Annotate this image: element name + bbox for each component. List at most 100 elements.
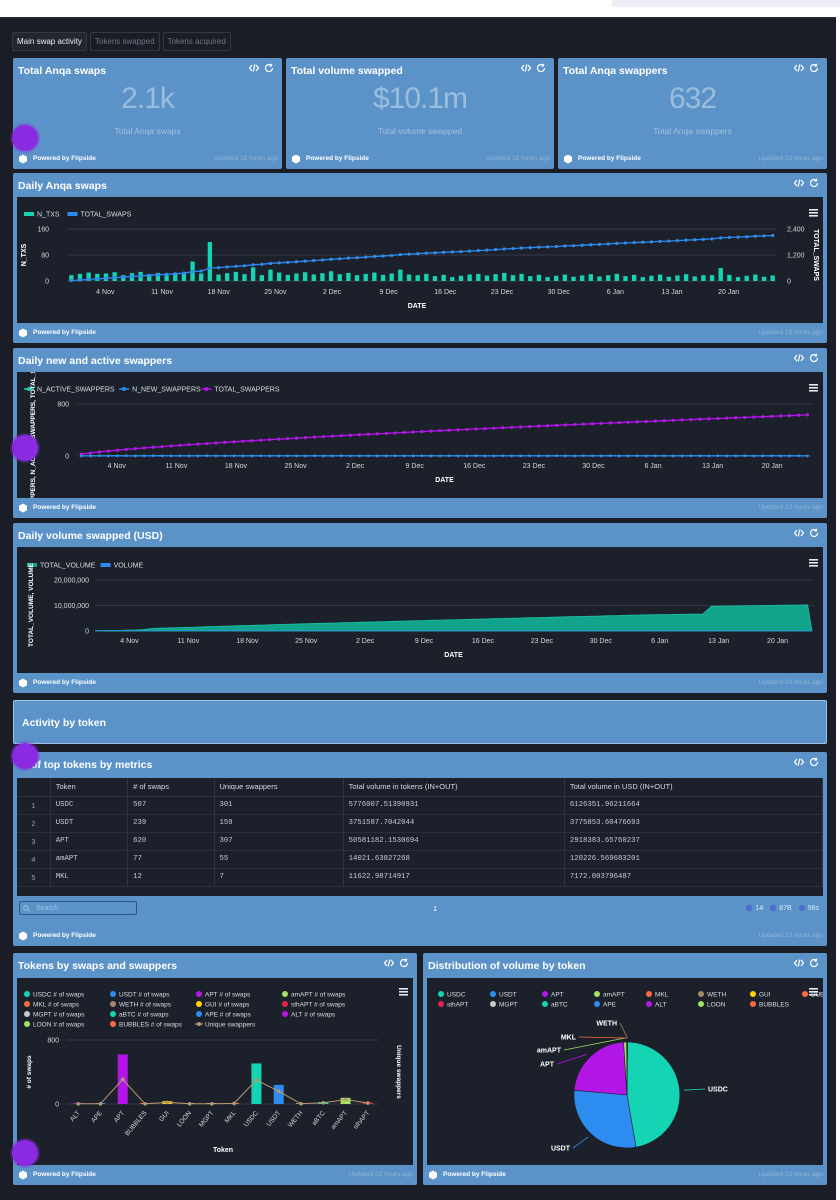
code-icon[interactable] xyxy=(794,353,804,363)
bar xyxy=(199,273,204,281)
column-header[interactable]: Unique swappers xyxy=(214,778,344,797)
code-icon[interactable] xyxy=(384,958,394,968)
legend-label: USDT xyxy=(499,992,517,999)
legend-marker xyxy=(750,991,756,997)
table-cell: 620 xyxy=(127,832,215,851)
tab-main-swap-activity[interactable]: Main swap activity xyxy=(12,32,87,51)
legend-marker xyxy=(196,1001,202,1007)
panel-footer: Powered by Flipside Updated 22 hours ago xyxy=(17,929,823,943)
x-tick-label: 25 Nov xyxy=(264,289,287,296)
refresh-icon[interactable] xyxy=(399,958,409,968)
code-icon[interactable] xyxy=(794,958,804,968)
legend-label: APT xyxy=(551,992,564,999)
legend-label: WETH xyxy=(707,992,726,999)
pie-leader-line xyxy=(556,1053,588,1065)
refresh-icon[interactable] xyxy=(809,757,819,767)
legend-label: APT # of swaps xyxy=(205,992,251,999)
legend-label: aBTC xyxy=(551,1002,568,1009)
bar xyxy=(268,269,273,281)
panel-title: Daily volume swapped (USD) xyxy=(18,530,163,542)
table-row[interactable]: 5 MKL 12 7 11622.98714917 7172.003796487 xyxy=(17,868,823,887)
bar xyxy=(225,273,230,281)
legend-label: GUI xyxy=(759,992,771,999)
powered-by-text[interactable]: Powered by Flipside xyxy=(306,155,369,162)
bar xyxy=(467,274,472,281)
legend-marker xyxy=(24,1011,30,1017)
panel-title: Distribution of volume by token xyxy=(428,960,586,972)
updated-text: Updated 18 hours ago xyxy=(758,329,823,336)
refresh-icon[interactable] xyxy=(536,63,546,73)
code-icon[interactable] xyxy=(249,63,259,73)
table-row[interactable]: 3 APT 620 307 50581182.1530694 2918383.657602… xyxy=(17,832,823,851)
floating-badge-icon[interactable] xyxy=(12,1140,38,1166)
powered-by-text[interactable]: Powered by Flipside xyxy=(443,1171,506,1178)
table-cell: 3775853.60476693 xyxy=(564,814,823,833)
legend-marker xyxy=(594,1001,600,1007)
y-tick-label: 0 xyxy=(85,629,89,636)
updated-text: Updated 18 hours ago xyxy=(485,155,550,162)
legend-marker xyxy=(196,1011,202,1017)
column-header[interactable]: # of swaps xyxy=(127,778,215,797)
legend-label: sthAPT xyxy=(447,1002,468,1009)
search-input[interactable]: Search xyxy=(19,901,137,915)
menu-icon xyxy=(399,991,408,993)
table-cell: 12 xyxy=(127,868,215,887)
x-tick-label: BUBBLES xyxy=(124,1109,149,1137)
page-number[interactable]: 1 xyxy=(433,904,438,913)
pie-label: APT xyxy=(540,1062,555,1069)
section-title: Activity by token xyxy=(22,717,107,729)
code-icon[interactable] xyxy=(521,63,531,73)
y-tick-label: 20,000,000 xyxy=(54,578,89,585)
refresh-icon[interactable] xyxy=(809,958,819,968)
powered-by-text[interactable]: Powered by Flipside xyxy=(33,1171,96,1178)
panel-footer: Powered by Flipside Updated 18 hours ago xyxy=(17,152,278,166)
bar xyxy=(571,276,576,281)
x-tick-label: amAPT xyxy=(330,1110,349,1131)
area-series xyxy=(95,604,813,632)
floating-badge-icon[interactable] xyxy=(12,435,38,461)
floating-badge-icon[interactable] xyxy=(12,743,38,769)
refresh-icon[interactable] xyxy=(264,63,274,73)
code-icon[interactable] xyxy=(794,178,804,188)
table-row[interactable]: 2 USDT 239 159 3751587.7042044 3775853.604766… xyxy=(17,814,823,833)
table-cell: 3 xyxy=(17,832,51,851)
legend-marker xyxy=(197,1022,201,1026)
column-header[interactable]: Token xyxy=(50,778,129,797)
code-icon[interactable] xyxy=(794,528,804,538)
refresh-icon[interactable] xyxy=(809,63,819,73)
floating-badge-icon[interactable] xyxy=(12,125,38,151)
refresh-icon[interactable] xyxy=(809,353,819,363)
code-icon[interactable] xyxy=(794,757,804,767)
table-row[interactable]: 1 USDC 507 301 5776007.51390931 6126351.96211… xyxy=(17,796,823,815)
kpi-subtitle: Total Anqa swaps xyxy=(114,126,181,136)
refresh-icon[interactable] xyxy=(809,528,819,538)
legend-marker xyxy=(110,1011,116,1017)
y-tick-label: 0 xyxy=(65,454,69,461)
tab-tokens-swapped[interactable]: Tokens swapped xyxy=(89,32,160,51)
powered-by-text[interactable]: Powered by Flipside xyxy=(33,155,96,162)
table-cell: 1 xyxy=(17,796,51,815)
updated-text: Updated 22 hours ago xyxy=(758,1171,823,1178)
powered-by-text[interactable]: Powered by Flipside xyxy=(578,155,641,162)
powered-by-text[interactable]: Powered by Flipside xyxy=(33,932,96,939)
code-icon[interactable] xyxy=(794,63,804,73)
x-tick-label: 9 Dec xyxy=(380,289,399,296)
volume-pie-panel: Distribution of volume by token USDC USDT… xyxy=(423,953,840,1185)
series-line xyxy=(81,414,808,455)
x-tick-label: 11 Nov xyxy=(166,463,188,470)
powered-by-text[interactable]: Powered by Flipside xyxy=(33,329,96,336)
legend-label: aBTC # of swaps xyxy=(119,1012,169,1019)
tab-tokens-acquired[interactable]: Tokens acquired xyxy=(162,32,231,51)
refresh-icon[interactable] xyxy=(809,178,819,188)
column-header[interactable]: Total volume in tokens (IN+OUT) xyxy=(343,778,565,797)
column-header[interactable] xyxy=(17,778,51,797)
legend-label: WETH # of swaps xyxy=(119,1002,172,1009)
bar xyxy=(657,274,663,281)
x-tick-label: 9 Dec xyxy=(415,638,434,645)
table-row[interactable]: 4 amAPT 77 55 14021.63827268 120226.569683201 xyxy=(17,850,823,869)
x-tick-label: 25 Nov xyxy=(284,463,307,470)
powered-by-text[interactable]: Powered by Flipside xyxy=(33,679,96,686)
column-header[interactable]: Total volume in USD (IN+OUT) xyxy=(564,778,823,797)
powered-by-text[interactable]: Powered by Flipside xyxy=(33,504,96,511)
stat-time: 98s xyxy=(807,904,819,912)
